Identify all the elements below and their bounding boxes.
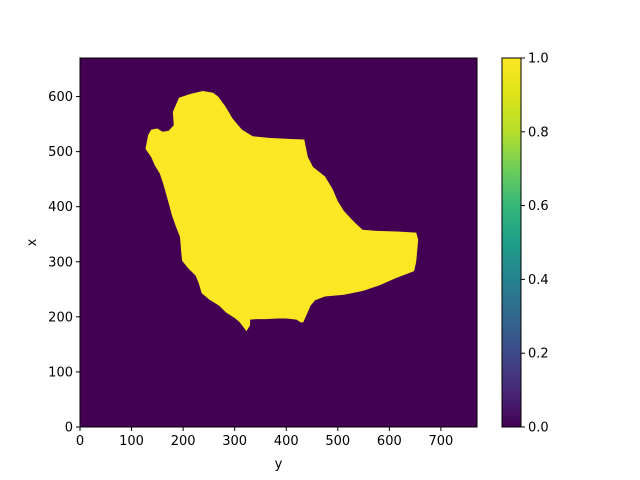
x-tick-label: 700 [428,434,453,449]
plot-frame [79,57,478,428]
x-tick-label: 400 [274,434,299,449]
y-axis-ticks: 0 100 200 300 400 500 600 [48,90,80,436]
x-tick-label: 300 [222,434,247,449]
x-tick-label: 600 [377,434,402,449]
y-tick-label: 400 [48,200,73,215]
colorbar-ticks: 0.0 0.2 0.4 0.6 0.8 1.0 [521,52,549,436]
heatmap-mask-region [145,91,419,332]
x-tick-label: 500 [325,434,350,449]
x-axis-ticks: 0 100 200 300 400 500 600 700 [76,427,453,449]
colorbar-tick-label: 0.2 [528,347,549,362]
y-tick-label: 600 [48,90,73,105]
y-tick-label: 0 [65,421,73,436]
y-tick-label: 500 [48,145,73,160]
colorbar-tick-label: 0.0 [528,421,549,436]
y-tick-label: 100 [48,365,73,380]
y-axis-label: x [25,238,40,246]
x-tick-label: 200 [171,434,196,449]
colorbar-tick-label: 1.0 [528,52,549,67]
x-tick-label: 100 [119,434,144,449]
colorbar-tick-label: 0.8 [528,125,549,140]
colorbar-tick-label: 0.6 [528,199,549,214]
x-axis-label: y [275,457,283,472]
colorbar [501,57,522,428]
colorbar-tick-label: 0.4 [528,273,549,288]
x-tick-label: 0 [76,434,84,449]
y-tick-label: 300 [48,255,73,270]
y-tick-label: 200 [48,310,73,325]
